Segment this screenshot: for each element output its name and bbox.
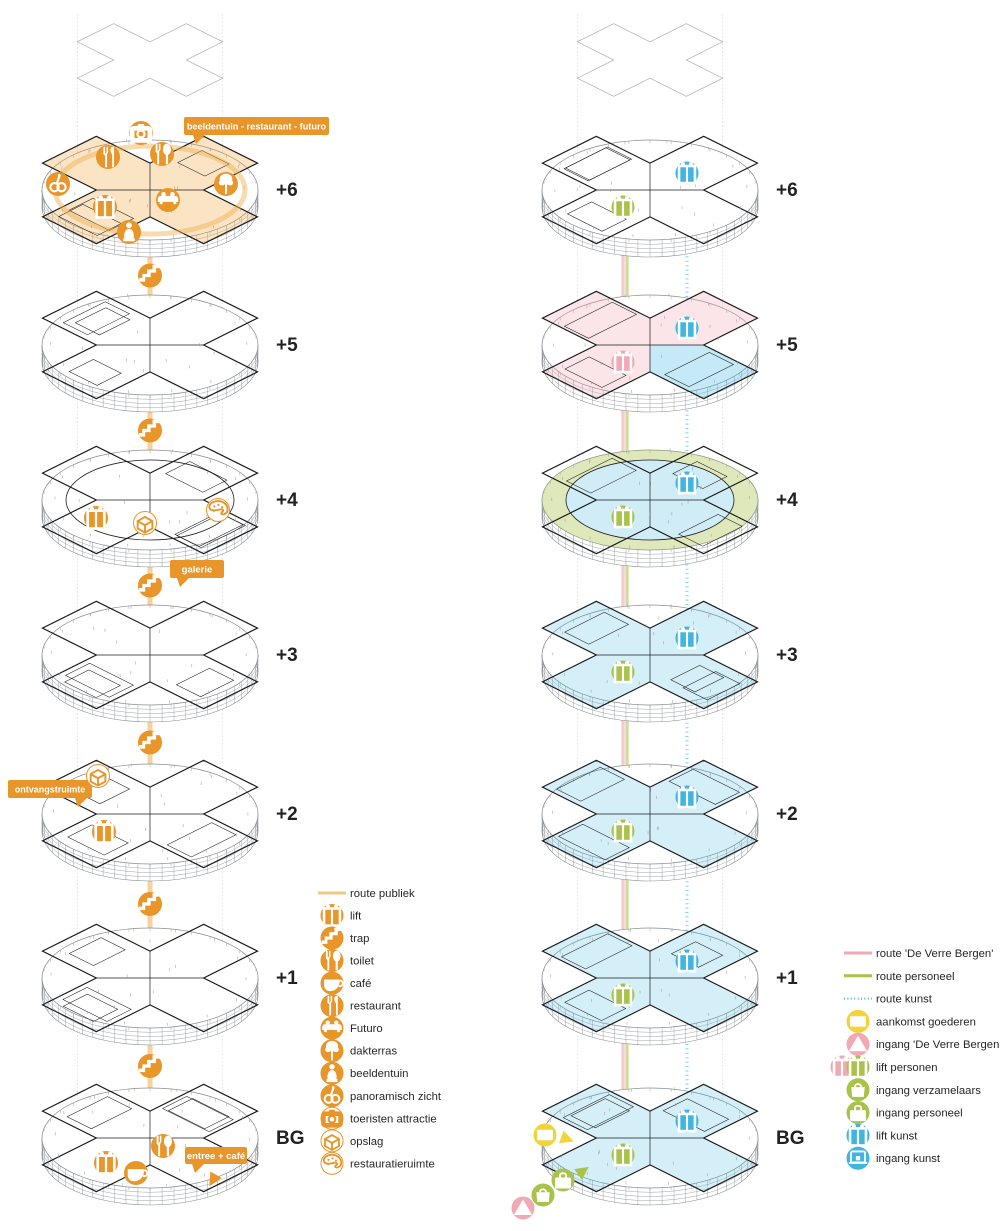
svg-text:ingang verzamelaars: ingang verzamelaars [876,1085,981,1097]
svg-text:+3: +3 [776,645,798,666]
svg-text:lift personen: lift personen [876,1062,938,1074]
svg-text:dakterras: dakterras [350,1046,397,1058]
svg-text:entree + café: entree + café [187,1151,245,1162]
svg-text:lift kunst: lift kunst [876,1130,918,1142]
svg-text:ontvangstruimte: ontvangstruimte [15,785,86,795]
svg-text:+4: +4 [776,490,798,511]
svg-text:toilet: toilet [350,956,375,968]
svg-text:+6: +6 [276,180,298,201]
svg-text:ingang 'De Verre Bergen': ingang 'De Verre Bergen' [876,1039,1000,1051]
svg-text:Futuro: Futuro [350,1023,383,1035]
svg-text:route personeel: route personeel [876,971,955,983]
svg-text:restauratieruimte: restauratieruimte [350,1158,435,1170]
svg-text:toeristen attractie: toeristen attractie [350,1113,437,1125]
svg-text:route 'De Verre Bergen': route 'De Verre Bergen' [876,948,993,960]
svg-text:BG: BG [776,1128,805,1149]
svg-text:trap: trap [350,933,369,945]
svg-text:+1: +1 [776,968,798,989]
svg-text:+3: +3 [276,645,298,666]
svg-text:galerie: galerie [182,565,213,576]
svg-text:+2: +2 [776,804,798,825]
svg-text:café: café [350,978,371,990]
svg-text:lift: lift [350,911,362,923]
svg-text:panoramisch zicht: panoramisch zicht [350,1091,442,1103]
svg-text:beeldentuin - restaurant - fu: beeldentuin - restaurant - futuro [187,122,327,132]
svg-text:ingang kunst: ingang kunst [876,1153,941,1165]
svg-text:ingang personeel: ingang personeel [876,1108,963,1120]
svg-text:+4: +4 [276,490,298,511]
svg-text:+5: +5 [276,335,298,356]
svg-text:beeldentuin: beeldentuin [350,1068,408,1080]
svg-text:BG: BG [276,1128,305,1149]
svg-text:opslag: opslag [350,1136,383,1148]
svg-text:aankomst goederen: aankomst goederen [876,1016,976,1028]
svg-text:route publiek: route publiek [350,888,415,900]
svg-text:+1: +1 [276,968,298,989]
svg-text:+2: +2 [276,804,298,825]
svg-text:route kunst: route kunst [876,994,933,1006]
svg-text:restaurant: restaurant [350,1001,402,1013]
svg-text:+6: +6 [776,180,798,201]
svg-text:+5: +5 [776,335,798,356]
